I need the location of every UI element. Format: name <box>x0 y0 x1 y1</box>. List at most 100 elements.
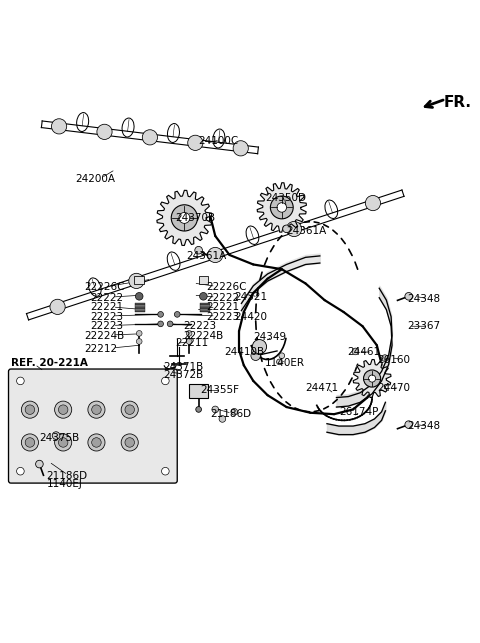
Circle shape <box>405 421 412 428</box>
Text: 24100C: 24100C <box>199 136 239 146</box>
Circle shape <box>162 377 169 385</box>
Circle shape <box>36 460 43 468</box>
Circle shape <box>158 311 164 317</box>
Circle shape <box>382 355 388 361</box>
Circle shape <box>231 408 238 415</box>
Text: 24200A: 24200A <box>75 174 115 184</box>
Circle shape <box>186 331 192 336</box>
Text: 22224B: 22224B <box>84 331 125 341</box>
Circle shape <box>277 203 287 212</box>
Circle shape <box>92 438 101 448</box>
Circle shape <box>50 299 65 314</box>
Circle shape <box>287 221 302 237</box>
Circle shape <box>21 401 38 418</box>
Circle shape <box>136 339 142 344</box>
Circle shape <box>200 293 207 300</box>
Circle shape <box>135 293 143 300</box>
Text: 24375B: 24375B <box>39 433 80 443</box>
Text: 22226C: 22226C <box>84 282 125 293</box>
Circle shape <box>129 273 144 289</box>
Circle shape <box>196 406 202 412</box>
Text: 22223: 22223 <box>90 312 123 322</box>
Circle shape <box>59 438 68 448</box>
Text: 24371B: 24371B <box>163 361 203 372</box>
Circle shape <box>279 353 285 359</box>
Text: 24348: 24348 <box>408 421 441 431</box>
Circle shape <box>125 438 134 448</box>
Text: 22211: 22211 <box>175 338 208 348</box>
Text: 21186D: 21186D <box>47 471 88 481</box>
Circle shape <box>21 434 38 451</box>
Text: FR.: FR. <box>444 95 471 111</box>
Bar <box>135 307 145 309</box>
Text: 24370B: 24370B <box>175 213 215 223</box>
Circle shape <box>188 135 203 150</box>
Text: 24361A: 24361A <box>287 226 327 236</box>
Polygon shape <box>353 359 391 397</box>
Circle shape <box>363 370 381 387</box>
Circle shape <box>17 377 24 385</box>
Polygon shape <box>157 190 212 246</box>
Circle shape <box>365 195 381 211</box>
Bar <box>135 303 145 305</box>
Text: 22223: 22223 <box>90 322 123 331</box>
Bar <box>135 311 145 312</box>
Text: 24361A: 24361A <box>187 251 227 261</box>
Circle shape <box>97 124 112 140</box>
Circle shape <box>252 340 266 354</box>
Bar <box>135 305 145 307</box>
Circle shape <box>369 375 376 382</box>
Text: 22221: 22221 <box>206 302 239 312</box>
Bar <box>200 309 210 311</box>
Circle shape <box>55 434 72 451</box>
Circle shape <box>179 212 190 223</box>
Circle shape <box>121 401 138 418</box>
Text: 24321: 24321 <box>234 292 267 302</box>
Bar <box>199 276 208 284</box>
Text: 22221: 22221 <box>90 302 123 312</box>
Circle shape <box>233 141 248 156</box>
Circle shape <box>121 434 138 451</box>
Circle shape <box>352 348 359 355</box>
Circle shape <box>208 248 223 262</box>
Text: 24355F: 24355F <box>200 385 239 395</box>
Text: 22223: 22223 <box>183 322 216 331</box>
Bar <box>189 385 208 397</box>
Text: 22223: 22223 <box>206 312 239 322</box>
Circle shape <box>88 434 105 451</box>
Text: 26174P: 26174P <box>339 407 378 417</box>
Circle shape <box>136 331 142 336</box>
Circle shape <box>251 351 261 361</box>
Circle shape <box>186 339 192 344</box>
Text: 24372B: 24372B <box>163 370 203 380</box>
Text: 22222: 22222 <box>206 293 239 303</box>
Circle shape <box>17 467 24 475</box>
Bar <box>200 311 210 312</box>
Bar <box>200 303 210 305</box>
Text: 24420: 24420 <box>234 312 267 322</box>
Circle shape <box>51 119 67 134</box>
Circle shape <box>125 405 134 415</box>
Text: 24471: 24471 <box>306 383 339 393</box>
Circle shape <box>405 293 412 300</box>
Circle shape <box>219 415 226 422</box>
Circle shape <box>174 311 180 317</box>
Circle shape <box>92 405 101 415</box>
Bar <box>200 307 210 309</box>
Circle shape <box>276 359 282 365</box>
Text: 24348: 24348 <box>408 294 441 303</box>
Circle shape <box>88 401 105 418</box>
Circle shape <box>212 406 218 413</box>
Text: 1140EJ: 1140EJ <box>47 479 83 489</box>
Polygon shape <box>257 183 306 232</box>
Text: REF. 20-221A: REF. 20-221A <box>11 358 88 368</box>
Circle shape <box>171 204 197 231</box>
Circle shape <box>25 405 35 415</box>
Text: 21186D: 21186D <box>211 409 252 419</box>
Text: 24410B: 24410B <box>224 347 264 358</box>
Text: 22222: 22222 <box>90 293 123 303</box>
Circle shape <box>270 196 293 219</box>
Bar <box>135 309 145 311</box>
Text: 22226C: 22226C <box>206 282 246 293</box>
Bar <box>200 305 210 307</box>
